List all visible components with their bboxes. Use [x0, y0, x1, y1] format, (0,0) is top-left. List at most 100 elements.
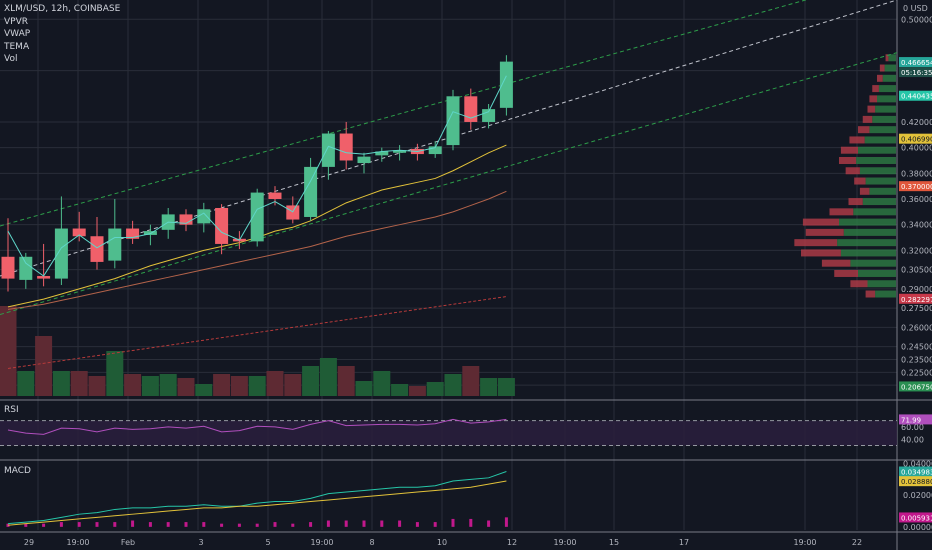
vpvr-down-row [849, 136, 865, 144]
vpvr-up-row [888, 54, 896, 62]
time-axis-label: 19:00 [66, 538, 89, 547]
volume-bar [408, 386, 426, 396]
vpvr-up-row [843, 228, 896, 236]
candle-body [179, 214, 193, 225]
volume-bar [497, 378, 515, 396]
candle-body [1, 256, 15, 279]
time-axis-label: 10 [437, 538, 447, 547]
vpvr-up-row [858, 146, 896, 154]
hist-value-tag-bg [899, 512, 932, 523]
macd-hist-bar [309, 522, 313, 527]
candle-body [37, 276, 51, 279]
vpvr-down-row [865, 290, 876, 298]
vpvr-down-row [840, 146, 858, 154]
indicator-vpvr[interactable]: VPVR [4, 16, 28, 27]
candle-body [268, 192, 282, 199]
vpvr-up-row [882, 74, 896, 82]
indicator-tema[interactable]: TEMA [4, 41, 30, 52]
rsi-label[interactable]: RSI [4, 405, 19, 415]
volume-bar [52, 371, 70, 396]
tema-price-tag: 0.440435 [901, 93, 932, 101]
macd-hist-bar [131, 520, 135, 527]
vpvr-up-row [840, 249, 896, 257]
candle-body [393, 150, 407, 153]
price-axis-top-label: 0 USD [903, 4, 928, 13]
volume-bar [248, 376, 266, 396]
volume-bar [444, 374, 462, 396]
volume-bar [159, 374, 177, 396]
vpvr-up-row [875, 290, 896, 298]
macd-hist-bar [255, 523, 259, 527]
volume-bar [355, 381, 373, 396]
candle-body [143, 231, 157, 235]
volume-bar [426, 382, 444, 396]
candle-body [215, 207, 229, 244]
vpvr-up-row [864, 136, 896, 144]
vpvr-down-row [879, 64, 885, 72]
macd-hist-bar [220, 523, 224, 527]
indicator-vol[interactable]: Vol [4, 54, 18, 64]
rsi-axis-label: 40.00 [901, 435, 924, 444]
macd-hist-bar [42, 523, 46, 527]
volume-bar [462, 366, 480, 396]
hist-value-tag: 0.005931 [901, 514, 932, 522]
macd-hist-bar [59, 522, 63, 527]
vpvr-down-row [821, 259, 851, 267]
macd-hist-bar [380, 520, 384, 527]
candle-body [19, 256, 33, 280]
vpvr-up-row [872, 115, 896, 123]
macd-label[interactable]: MACD [4, 466, 31, 476]
vpvr-up-row [878, 85, 896, 93]
candle-body [446, 96, 460, 146]
candle-body [321, 133, 335, 167]
vpvr-down-row [802, 218, 839, 226]
vpvr-down-row [877, 74, 883, 82]
candle-body [126, 228, 140, 239]
vpvr-down-row [801, 249, 841, 257]
macd-hist-bar [166, 522, 170, 527]
indicator-vwap[interactable]: VWAP [4, 29, 31, 39]
vpvr-up-row [862, 198, 896, 206]
rsi-axis-label: 60.00 [901, 423, 924, 432]
tema-price-tag-bg [899, 90, 932, 101]
macd-hist-bar [362, 520, 366, 527]
macd-hist-bar [504, 517, 508, 527]
symbol-title[interactable]: XLM/USD, 12h, COINBASE [4, 4, 121, 14]
vpvr-down-row [805, 228, 844, 236]
candle-body [286, 205, 300, 220]
vpvr-down-row [867, 105, 876, 113]
vpvr-down-row [848, 198, 863, 206]
volume-bar [266, 371, 284, 396]
candle-body [375, 151, 389, 156]
time-axis-label: 17 [679, 538, 689, 547]
volume-bar [88, 376, 106, 396]
vpvr-up-row [853, 208, 896, 216]
volume-bar [124, 374, 142, 396]
last-price-tag-bg [899, 57, 932, 68]
signal-value-tag: 0.028880 [901, 478, 932, 486]
candle-body [250, 192, 264, 242]
vpvr-down-row [858, 126, 870, 134]
macd-hist-bar [113, 522, 117, 527]
vwap-price-tag-bg [899, 133, 932, 144]
macd-axis-label: 0.040000 [903, 460, 932, 469]
vpvr-down-row [869, 95, 877, 103]
vpvr-down-row [829, 208, 854, 216]
macd-value-tag-bg [899, 466, 932, 477]
volume-bar [213, 374, 231, 396]
volume-bar [106, 351, 124, 396]
candle-body [304, 166, 318, 217]
macd-hist-bar [291, 523, 295, 527]
volume-bar [141, 376, 159, 396]
volume-bar [177, 378, 195, 396]
vpvr-up-row [839, 218, 896, 226]
